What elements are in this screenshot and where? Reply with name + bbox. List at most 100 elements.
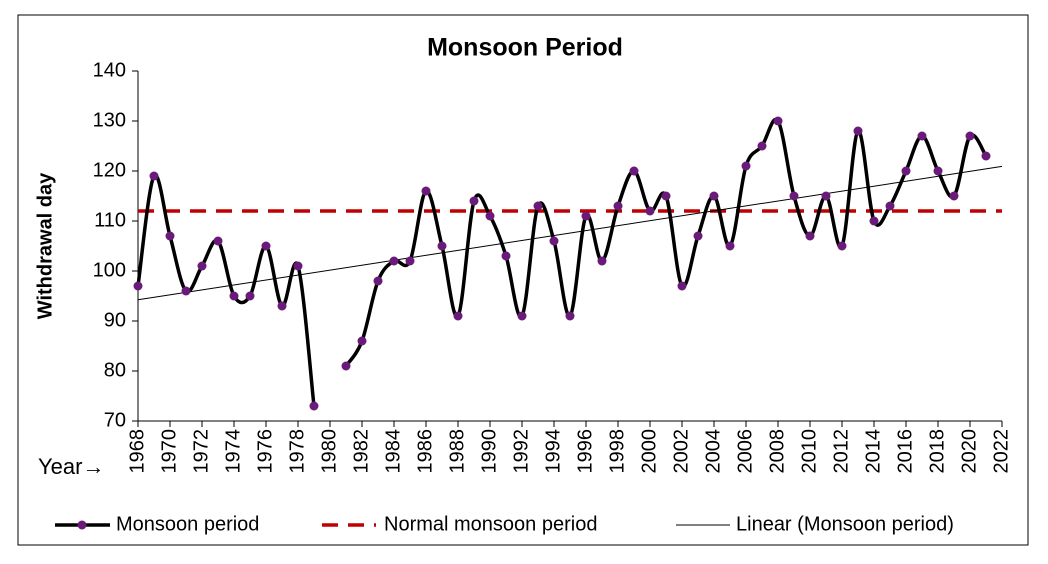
data-point	[885, 201, 895, 211]
x-tick-label: 1970	[158, 429, 180, 474]
data-point	[421, 186, 431, 196]
data-point	[533, 201, 543, 211]
data-point	[917, 131, 927, 141]
data-point	[981, 151, 991, 161]
data-point	[805, 231, 815, 241]
data-point	[261, 241, 271, 251]
x-tick-label: 2022	[990, 429, 1012, 474]
x-tick-label: 1992	[510, 429, 532, 474]
data-point	[453, 311, 463, 321]
data-point	[869, 216, 879, 226]
x-tick-label: 1974	[222, 429, 244, 474]
x-tick-label: 2020	[958, 429, 980, 474]
chart-frame	[17, 14, 1029, 546]
x-tick-label: 1994	[542, 429, 564, 474]
y-tick-label: 100	[93, 259, 126, 281]
data-point	[933, 166, 943, 176]
data-point	[501, 251, 511, 261]
data-point	[405, 256, 415, 266]
data-point	[197, 261, 207, 271]
legend-label: Monsoon period	[116, 513, 259, 535]
x-tick-label: 1978	[286, 429, 308, 474]
x-tick-label: 2000	[638, 429, 660, 474]
x-tick-label: 2018	[926, 429, 948, 474]
data-point	[565, 311, 575, 321]
data-point	[517, 311, 527, 321]
data-point	[693, 231, 703, 241]
x-tick-label: 2012	[830, 429, 852, 474]
x-tick-label: 1990	[478, 429, 500, 474]
x-tick-label: 2004	[702, 429, 724, 474]
x-tick-label: 1998	[606, 429, 628, 474]
data-point	[357, 336, 367, 346]
data-point	[741, 161, 751, 171]
data-point	[965, 131, 975, 141]
x-tick-label: 2002	[670, 429, 692, 474]
y-tick-label: 90	[104, 309, 126, 331]
data-point	[853, 126, 863, 136]
data-point	[949, 191, 959, 201]
data-point	[661, 191, 671, 201]
x-tick-label: 1968	[126, 429, 148, 474]
data-point	[677, 281, 687, 291]
x-tick-label: 2008	[766, 429, 788, 474]
x-tick-label: 1984	[382, 429, 404, 474]
data-point	[309, 401, 319, 411]
y-axis-label: Withdrawal day	[34, 172, 56, 319]
data-point	[901, 166, 911, 176]
x-axis-label: Year→	[38, 454, 104, 479]
y-tick-label: 120	[93, 159, 126, 181]
data-point	[277, 301, 287, 311]
data-point	[837, 241, 847, 251]
x-tick-label: 2006	[734, 429, 756, 474]
x-tick-label: 1996	[574, 429, 596, 474]
x-tick-label: 1988	[446, 429, 468, 474]
data-point	[789, 191, 799, 201]
data-point	[165, 231, 175, 241]
data-point	[757, 141, 767, 151]
legend-marker	[77, 520, 87, 530]
chart-title: Monsoon Period	[427, 34, 623, 62]
data-point	[149, 171, 159, 181]
y-tick-label: 130	[93, 109, 126, 131]
data-point	[645, 206, 655, 216]
data-point	[133, 281, 143, 291]
data-point	[181, 286, 191, 296]
legend-label: Linear (Monsoon period)	[736, 513, 954, 535]
data-point	[773, 116, 783, 126]
x-tick-label: 1972	[190, 429, 212, 474]
data-point	[229, 291, 239, 301]
data-point	[389, 256, 399, 266]
data-point	[485, 211, 495, 221]
y-tick-label: 140	[93, 59, 126, 81]
x-tick-label: 1980	[318, 429, 340, 474]
data-point	[293, 261, 303, 271]
y-tick-label: 70	[104, 409, 126, 431]
data-point	[469, 196, 479, 206]
data-point	[341, 361, 351, 371]
data-point	[709, 191, 719, 201]
y-tick-label: 110	[94, 209, 126, 231]
data-point	[549, 236, 559, 246]
data-point	[213, 236, 223, 246]
legend-label: Normal monsoon period	[384, 513, 597, 535]
data-point	[245, 291, 255, 301]
x-tick-label: 2016	[894, 429, 916, 474]
data-point	[581, 211, 591, 221]
data-point	[373, 276, 383, 286]
x-tick-label: 1986	[414, 429, 436, 474]
data-point	[725, 241, 735, 251]
data-point	[629, 166, 639, 176]
data-point	[613, 201, 623, 211]
series-line	[136, 173, 316, 407]
data-point	[437, 241, 447, 251]
data-point	[597, 256, 607, 266]
x-tick-label: 2014	[862, 429, 884, 474]
trend-line	[137, 165, 1003, 301]
y-tick-label: 80	[104, 359, 126, 381]
x-tick-label: 1976	[254, 429, 276, 474]
x-tick-label: 2010	[798, 429, 820, 474]
data-point	[821, 191, 831, 201]
x-tick-label: 1982	[350, 429, 372, 474]
